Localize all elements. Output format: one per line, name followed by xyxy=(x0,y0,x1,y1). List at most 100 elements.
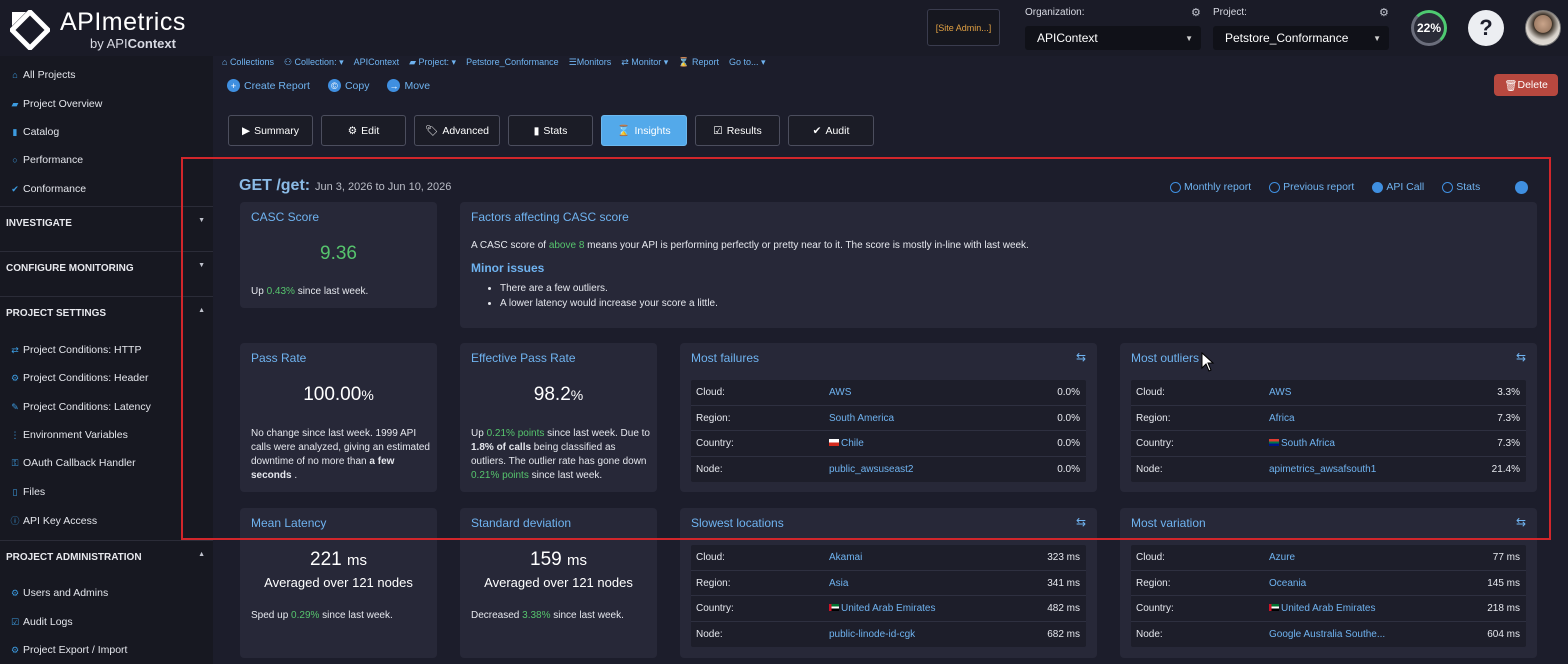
node-link[interactable]: Google Australia Southe... xyxy=(1269,628,1386,640)
pass-rate-value: 100.00% xyxy=(303,384,374,405)
sidebar-item-files[interactable]: ▯ Files xyxy=(10,486,46,498)
copy-button[interactable]: © Copy xyxy=(327,79,369,92)
breadcrumb-monitors[interactable]: ☰Monitors xyxy=(568,57,612,67)
refresh-icon[interactable]: ⇆ xyxy=(1075,350,1086,364)
tags-icon: 🏷 xyxy=(424,125,439,137)
region-link[interactable]: Africa xyxy=(1269,412,1295,424)
node-link[interactable]: apimetrics_awsafsouth1 xyxy=(1269,463,1377,475)
project-select[interactable]: Petstore_Conformance ▼ xyxy=(1213,26,1389,50)
cloud-link[interactable]: AWS xyxy=(1269,387,1292,398)
region-link[interactable]: Asia xyxy=(829,577,849,589)
country-link[interactable]: United Arab Emirates xyxy=(829,603,936,614)
refresh-icon[interactable]: ⇆ xyxy=(1075,515,1086,529)
history-icon xyxy=(1269,181,1281,193)
tab-summary[interactable]: ▶ Summary xyxy=(228,115,313,146)
bar-chart-icon: ▮ xyxy=(533,124,540,137)
region-link[interactable]: South America xyxy=(829,412,895,424)
table-row: Country: Chile 0.0% xyxy=(691,431,1086,457)
node-link[interactable]: public_awsuseast2 xyxy=(829,463,914,475)
tab-advanced[interactable]: 🏷 Advanced xyxy=(414,115,500,146)
gear-icon: ⚙ xyxy=(10,587,20,598)
sidebar-item-api-key-access[interactable]: ⓘ API Key Access xyxy=(10,514,98,527)
table-row: Country: South Africa 7.3% xyxy=(1131,431,1526,457)
most-variation-card: Most variation ⇆ Cloud: Azure 77 ms Region… xyxy=(1120,508,1537,658)
organization-gear-icon[interactable]: ⚙ xyxy=(1191,7,1201,19)
breadcrumb-report[interactable]: ⌛ Report xyxy=(678,57,720,67)
breadcrumb-monitor-menu[interactable]: ⇄ Monitor ▾ xyxy=(621,57,669,67)
country-link[interactable]: Chile xyxy=(829,438,864,449)
tab-stats[interactable]: ▮ Stats xyxy=(508,115,593,146)
tab-results[interactable]: ☑ Results xyxy=(695,115,780,146)
refresh-icon[interactable]: ⇆ xyxy=(1515,350,1526,364)
play-icon xyxy=(1372,181,1384,193)
top-bar: APImetrics by APIContext [Site Admin...]… xyxy=(0,0,1568,56)
breadcrumb-collection-menu[interactable]: ⚇ Collection: ▾ xyxy=(283,57,344,67)
site-admin-button[interactable]: [Site Admin...] xyxy=(927,9,1000,46)
sidebar-item-conditions-latency[interactable]: ✎ Project Conditions: Latency xyxy=(11,401,151,413)
print-icon[interactable] xyxy=(1515,181,1528,194)
user-avatar[interactable] xyxy=(1525,10,1561,46)
sidebar-item-conformance[interactable]: ✔ Conformance xyxy=(11,183,87,195)
score-percent-badge[interactable]: 22% xyxy=(1411,10,1447,46)
sidebar-item-conditions-header[interactable]: ⚙ Project Conditions: Header xyxy=(10,372,149,384)
sidebar-item-oauth-callback[interactable]: ⚿ OAuth Callback Handler xyxy=(11,457,136,469)
sidebar-section-investigate[interactable]: INVESTIGATE ▼ xyxy=(0,206,213,236)
sidebar-item-project-overview[interactable]: ▰ Project Overview xyxy=(11,98,103,110)
home-icon: ⌂ xyxy=(12,70,18,80)
sidebar-item-environment-variables[interactable]: ⋮ Environment Variables xyxy=(10,429,128,441)
casc-score-value: 9.36 xyxy=(320,243,357,264)
country-link[interactable]: United Arab Emirates xyxy=(1269,603,1376,614)
organization-label: Organization: xyxy=(1025,7,1085,18)
tab-audit[interactable]: ✔ Audit xyxy=(788,115,874,146)
sidebar-item-conditions-http[interactable]: ⇄ Project Conditions: HTTP xyxy=(11,344,142,356)
chevron-up-icon: ▲ xyxy=(198,551,205,558)
card-title: CASC Score xyxy=(251,210,320,224)
brand-name: APImetrics xyxy=(60,8,186,36)
delete-button[interactable]: 🗑 Delete xyxy=(1494,74,1558,96)
standard-deviation-subtitle: Averaged over 121 nodes xyxy=(484,575,633,590)
tab-insights[interactable]: ⌛ Insights xyxy=(601,115,687,146)
tab-edit[interactable]: ⚙ Edit xyxy=(321,115,406,146)
monthly-report-link[interactable]: Monthly report xyxy=(1170,181,1251,193)
cloud-link[interactable]: Akamai xyxy=(829,552,863,563)
table-row: Country: United Arab Emirates 482 ms xyxy=(691,596,1086,622)
create-report-button[interactable]: + Create Report xyxy=(227,79,310,92)
sidebar-item-all-projects[interactable]: ⌂ All Projects xyxy=(10,69,75,81)
move-button[interactable]: → Move xyxy=(387,79,431,92)
breadcrumb-goto-menu[interactable]: Go to... ▾ xyxy=(729,57,766,67)
report-links: Monthly report Previous report API Call … xyxy=(1170,181,1480,193)
breadcrumb-collections[interactable]: ⌂ Collections xyxy=(222,57,274,67)
refresh-icon[interactable]: ⇆ xyxy=(1515,515,1526,529)
api-call-link[interactable]: API Call xyxy=(1372,181,1424,193)
chile-flag-icon xyxy=(829,439,839,446)
sidebar-section-configure-monitoring[interactable]: CONFIGURE MONITORING ▼ xyxy=(0,251,213,281)
uae-flag-icon xyxy=(1269,604,1279,611)
sidebar-item-audit-logs[interactable]: ☑ Audit Logs xyxy=(10,616,73,628)
organization-select[interactable]: APIContext ▼ xyxy=(1025,26,1201,50)
breadcrumb-project[interactable]: Petstore_Conformance xyxy=(466,57,559,67)
sidebar-item-catalog[interactable]: ▮ Catalog xyxy=(10,126,60,138)
cloud-link[interactable]: Azure xyxy=(1269,552,1296,563)
sidebar-item-project-export-import[interactable]: ⚙ Project Export / Import xyxy=(10,644,128,656)
region-link[interactable]: Oceania xyxy=(1269,577,1307,589)
project-gear-icon[interactable]: ⚙ xyxy=(1379,7,1389,19)
table-row: Cloud: AWS 3.3% xyxy=(1131,380,1526,406)
chevron-down-icon: ▼ xyxy=(1373,34,1381,43)
breadcrumb-project-menu[interactable]: ▰ Project: ▾ xyxy=(409,57,457,67)
node-link[interactable]: public-linode-id-cgk xyxy=(829,628,916,640)
apimetrics-logo[interactable]: APImetrics by APIContext xyxy=(8,6,208,52)
sidebar-item-performance[interactable]: ○ Performance xyxy=(10,154,83,166)
sidebar: ⌂ All Projects ▰ Project Overview ▮ Catalog… xyxy=(0,56,213,664)
table-row: Region: Oceania 145 ms xyxy=(1131,571,1526,596)
help-button[interactable]: ? xyxy=(1468,10,1504,46)
report-date-range: Jun 3, 2026 to Jun 10, 2026 xyxy=(315,181,452,193)
country-link[interactable]: South Africa xyxy=(1269,438,1335,449)
uae-flag-icon xyxy=(829,604,839,611)
cloud-link[interactable]: AWS xyxy=(829,387,852,398)
breadcrumb-apicontext[interactable]: APIContext xyxy=(353,57,400,67)
stats-link[interactable]: Stats xyxy=(1442,181,1480,193)
previous-report-link[interactable]: Previous report xyxy=(1269,181,1354,193)
sidebar-item-users-admins[interactable]: ⚙ Users and Admins xyxy=(10,587,109,599)
sidebar-section-project-settings[interactable]: PROJECT SETTINGS ▲ xyxy=(0,296,213,326)
sidebar-section-project-administration[interactable]: PROJECT ADMINISTRATION ▲ xyxy=(0,540,213,570)
